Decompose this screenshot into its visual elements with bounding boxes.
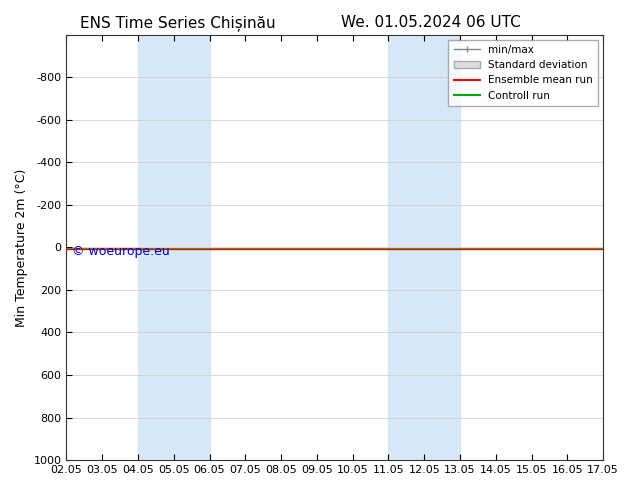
Text: © woeurope.eu: © woeurope.eu [72, 245, 169, 258]
Legend: min/max, Standard deviation, Ensemble mean run, Controll run: min/max, Standard deviation, Ensemble me… [448, 40, 598, 106]
Y-axis label: Min Temperature 2m (°C): Min Temperature 2m (°C) [15, 168, 28, 326]
Text: ENS Time Series Chișinău: ENS Time Series Chișinău [80, 15, 275, 30]
Bar [138, 35, 210, 460]
Text: We. 01.05.2024 06 UTC: We. 01.05.2024 06 UTC [341, 15, 521, 30]
Bar [389, 35, 460, 460]
